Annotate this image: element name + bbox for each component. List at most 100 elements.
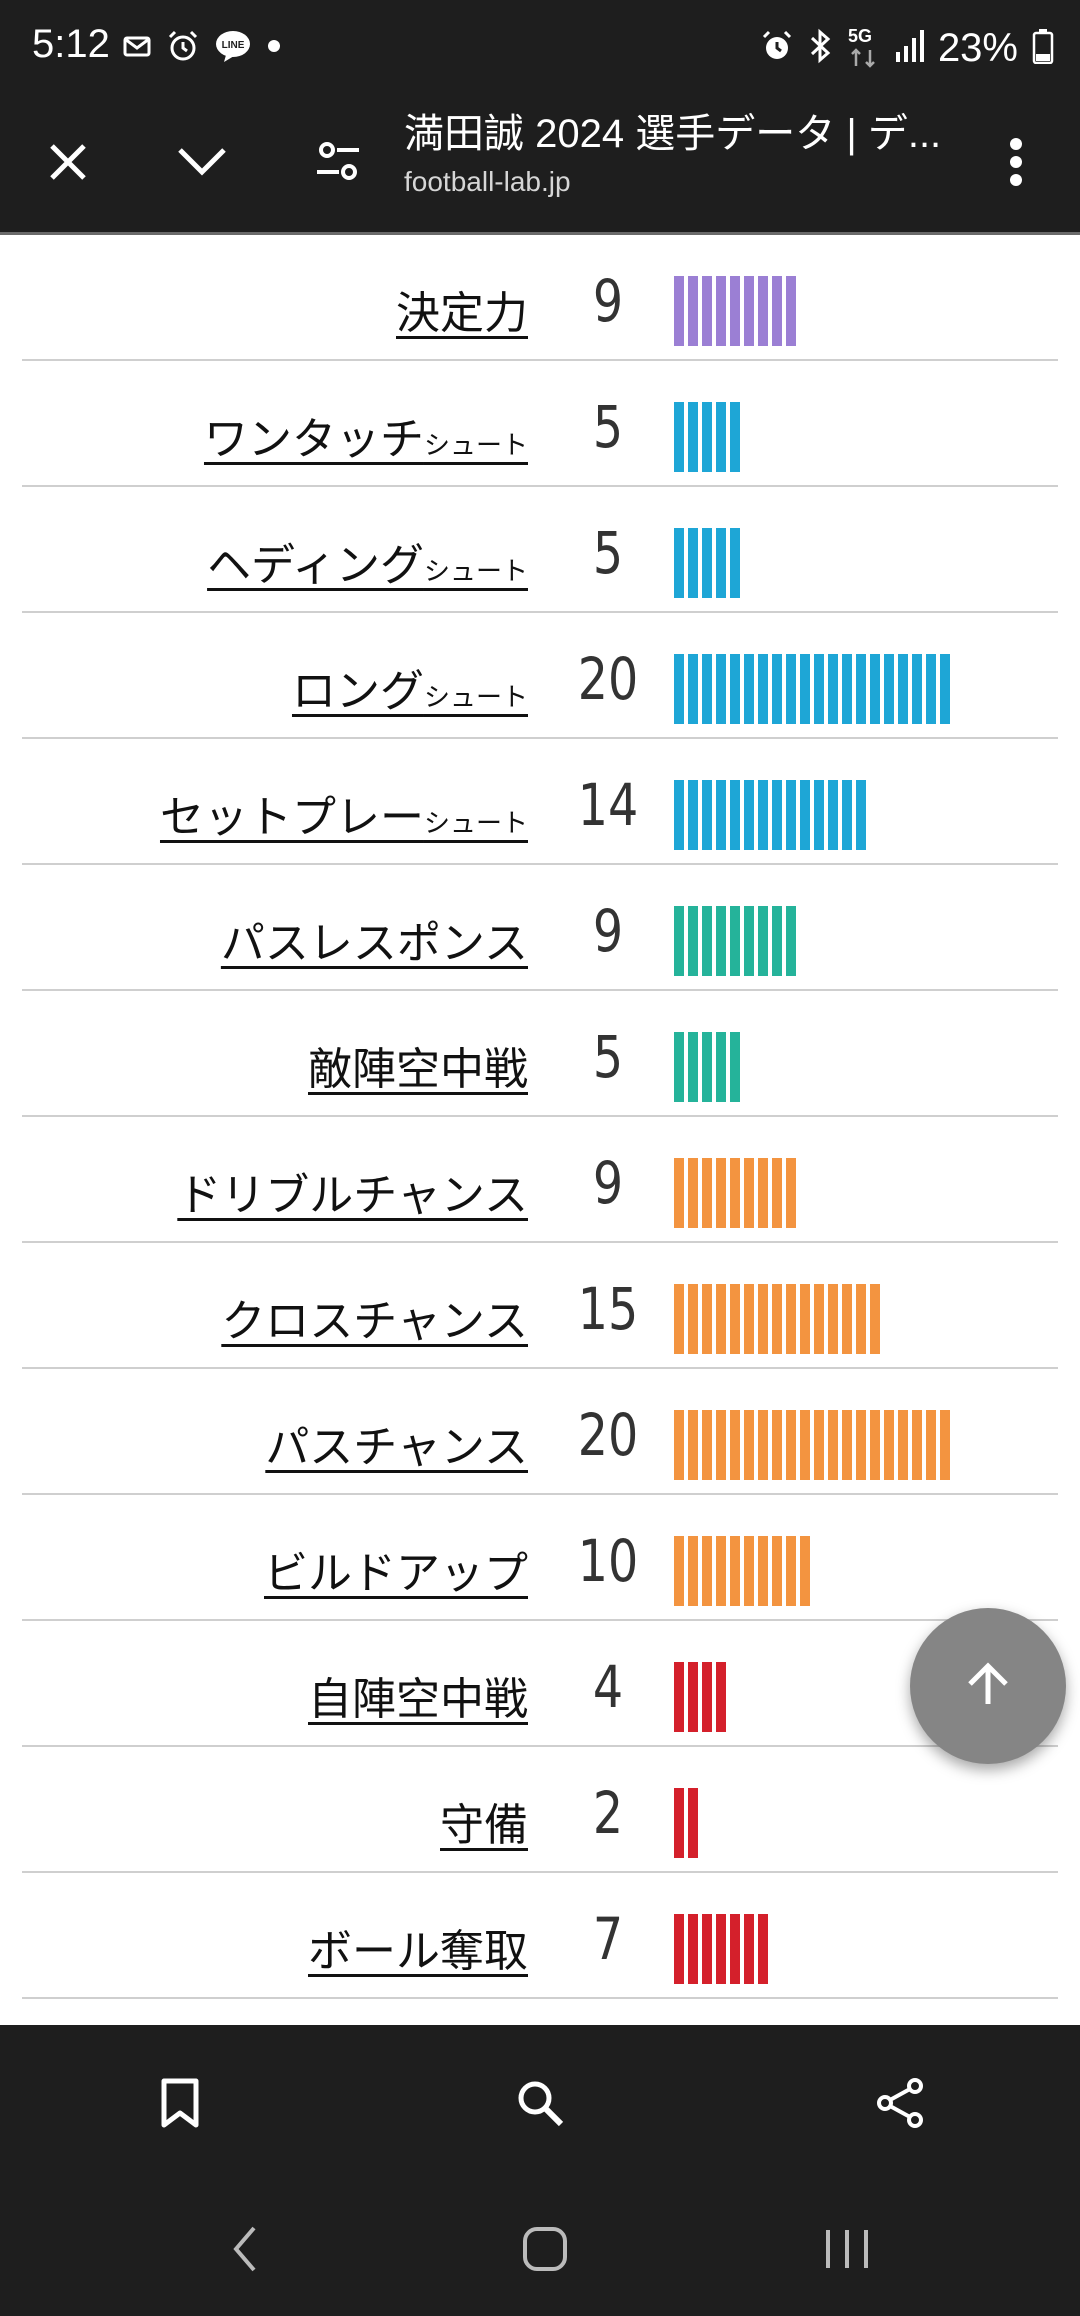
stat-bar-segment <box>730 1914 740 1984</box>
stat-bar-segment <box>702 1032 712 1102</box>
stat-label-link[interactable]: 敵陣空中戦 <box>308 1033 528 1097</box>
stat-bar-segment <box>786 1536 796 1606</box>
stat-bar-segment <box>926 654 936 724</box>
share-icon <box>873 2076 927 2134</box>
stat-bar-segment <box>800 1536 810 1606</box>
stat-bar-segment <box>800 1284 810 1354</box>
stat-bar-segment <box>758 1158 768 1228</box>
stat-bar-segment <box>730 276 740 346</box>
title-block[interactable]: 満田誠 2024 選手データ | デ... football-lab.jp <box>404 106 984 198</box>
stat-bar-segment <box>674 276 684 346</box>
stat-value: 10 <box>577 1527 639 1595</box>
stat-bar-segment <box>674 1284 684 1354</box>
stat-row: 敵陣空中戦 5 <box>0 991 1080 1117</box>
bookmark-button[interactable] <box>128 2053 232 2157</box>
close-button[interactable] <box>20 116 116 212</box>
page-url: football-lab.jp <box>404 166 571 197</box>
stat-value: 5 <box>592 519 624 587</box>
stat-bar-segment <box>814 654 824 724</box>
stat-bar-segment <box>786 276 796 346</box>
stat-bar-segment <box>744 1536 754 1606</box>
stat-bar-segment <box>856 654 866 724</box>
stat-label-link[interactable]: ドリブルチャンス <box>177 1159 528 1223</box>
stat-label-suffix: シュート <box>423 557 528 587</box>
stat-value: 9 <box>592 1149 624 1217</box>
site-settings-button[interactable] <box>290 116 386 212</box>
stat-bar-segment <box>716 528 726 598</box>
stat-bar-segment <box>800 654 810 724</box>
more-options-button[interactable] <box>968 116 1064 212</box>
stat-label-link[interactable]: パスチャンス <box>265 1411 528 1475</box>
stat-bar-segment <box>702 1662 712 1732</box>
stat-bar-segment <box>814 780 824 850</box>
stat-row: ボール奪取 7 <box>0 1873 1080 1999</box>
stat-bar-segment <box>842 780 852 850</box>
stat-bar-segment <box>716 906 726 976</box>
stat-bar-segment <box>688 1536 698 1606</box>
stat-bar <box>674 780 866 850</box>
stat-bar-segment <box>744 1410 754 1480</box>
stat-label-link[interactable]: クロスチャンス <box>221 1285 528 1349</box>
stat-bar-segment <box>940 1410 950 1480</box>
stat-bar-segment <box>702 1158 712 1228</box>
stat-bar-segment <box>674 528 684 598</box>
stat-bar-segment <box>800 780 810 850</box>
stat-label-text: パスレスポンス <box>220 918 528 969</box>
row-divider <box>22 863 1058 865</box>
row-divider <box>22 1997 1058 1999</box>
stat-bar <box>674 1410 950 1480</box>
stat-label-link[interactable]: 自陣空中戦 <box>308 1663 528 1727</box>
mail-icon <box>122 31 152 65</box>
stat-bar-segment <box>758 1284 768 1354</box>
stat-label-link[interactable]: 守備 <box>440 1789 528 1853</box>
stat-label-link[interactable]: ビルドアップ <box>264 1537 528 1601</box>
more-vert-icon <box>1008 137 1024 191</box>
stat-bar-segment <box>730 402 740 472</box>
stat-bar-segment <box>842 1410 852 1480</box>
stat-bar-segment <box>674 1536 684 1606</box>
stat-bar-segment <box>814 1410 824 1480</box>
stat-label-link[interactable]: 決定力 <box>396 277 528 341</box>
network-type-label: 5G <box>847 26 872 46</box>
stat-bar-segment <box>702 906 712 976</box>
stat-bar-segment <box>730 528 740 598</box>
stat-label-link[interactable]: ロングシュート <box>292 655 528 719</box>
stat-bar-segment <box>702 1410 712 1480</box>
stat-bar-segment <box>870 1410 880 1480</box>
stat-value: 2 <box>592 1779 624 1847</box>
stat-value: 5 <box>592 1023 624 1091</box>
recents-button[interactable] <box>792 2203 902 2299</box>
row-divider <box>22 1619 1058 1621</box>
home-button[interactable] <box>490 2203 600 2299</box>
stat-label-link[interactable]: パスレスポンス <box>221 907 528 971</box>
stat-bar-segment <box>772 780 782 850</box>
stat-bar-segment <box>870 1284 880 1354</box>
stat-bar-segment <box>674 780 684 850</box>
stat-bar-segment <box>758 654 768 724</box>
stat-row: セットプレーシュート 14 <box>0 739 1080 865</box>
stat-label-text: クロスチャンス <box>221 1296 528 1347</box>
row-divider <box>22 1367 1058 1369</box>
stat-bar-segment <box>898 1410 908 1480</box>
minimize-button[interactable] <box>154 116 250 212</box>
stat-bar <box>674 1788 698 1858</box>
stat-bar <box>674 1284 880 1354</box>
stat-label-link[interactable]: ボール奪取 <box>308 1915 528 1979</box>
stat-label-link[interactable]: セットプレーシュート <box>160 781 528 845</box>
stat-bar-segment <box>716 654 726 724</box>
stat-label-link[interactable]: ワンタッチシュート <box>204 403 528 467</box>
stat-bar <box>674 528 740 598</box>
stat-bar <box>674 1662 726 1732</box>
search-button[interactable] <box>488 2053 592 2157</box>
back-button[interactable] <box>190 2203 300 2299</box>
share-button[interactable] <box>848 2053 952 2157</box>
stat-bar-segment <box>702 654 712 724</box>
stat-bar-segment <box>716 1410 726 1480</box>
stat-bar-segment <box>702 1536 712 1606</box>
scroll-to-top-button[interactable] <box>910 1608 1066 1764</box>
stat-row: クロスチャンス 15 <box>0 1243 1080 1369</box>
stat-bar-segment <box>688 402 698 472</box>
stat-bar-segment <box>716 402 726 472</box>
stat-label-link[interactable]: ヘディングシュート <box>207 529 528 593</box>
stat-bar-segment <box>716 1662 726 1732</box>
